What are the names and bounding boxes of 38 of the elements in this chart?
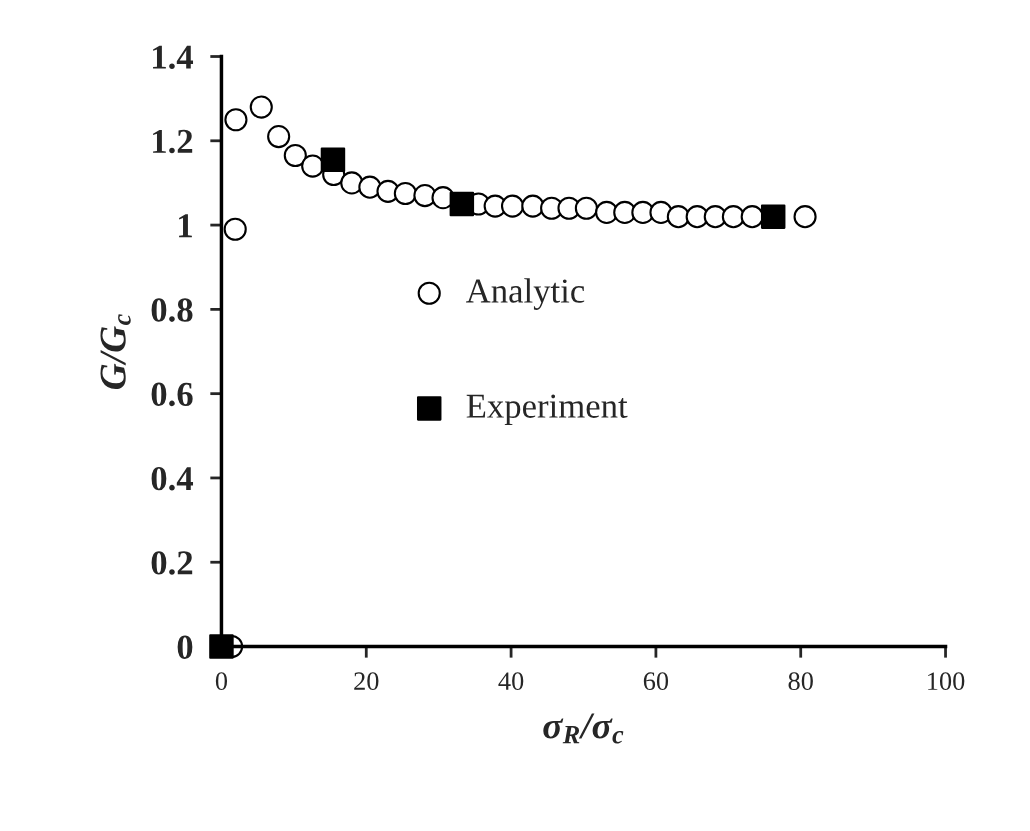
point	[393, 181, 417, 206]
point	[340, 171, 364, 195]
y-tick-label: 1.4	[153, 45, 194, 70]
legend-label: Experiment	[466, 394, 628, 425]
x-tick-label: 20	[354, 672, 379, 691]
point	[209, 634, 234, 659]
y-tick-label: 0	[177, 635, 193, 659]
point	[224, 108, 248, 132]
y-tick-label: 0.8	[151, 298, 193, 322]
point	[267, 125, 291, 149]
point	[500, 194, 525, 218]
point	[249, 95, 273, 119]
point	[301, 154, 325, 178]
x-tick-label: 40	[498, 672, 524, 691]
point	[223, 217, 247, 241]
x-tick-label: 60	[643, 672, 669, 691]
y-axis-title: G/G$_{c}$	[100, 314, 131, 390]
y-tick-label: 1.2	[153, 129, 193, 154]
point	[760, 204, 786, 229]
point	[740, 205, 764, 229]
x-tick-label: 80	[788, 672, 813, 691]
point	[283, 143, 307, 168]
point	[521, 194, 545, 218]
y-tick-label: 0.6	[151, 382, 193, 407]
x-tick-label: 0	[215, 672, 228, 691]
point	[793, 205, 817, 229]
legend-label: Analytic	[466, 278, 585, 310]
y-tick-label: 0.4	[151, 466, 194, 491]
point	[721, 205, 745, 229]
y-tick-label: 1	[179, 214, 192, 238]
x-axis-title: σ$_{R}$/σ$_{c}$	[543, 713, 624, 744]
point	[358, 175, 382, 199]
point	[666, 205, 690, 229]
y-tick-label: 0.2	[151, 551, 193, 575]
point	[574, 196, 598, 220]
point	[449, 191, 475, 217]
point	[320, 147, 346, 172]
x-tick-label: 100	[928, 672, 965, 691]
